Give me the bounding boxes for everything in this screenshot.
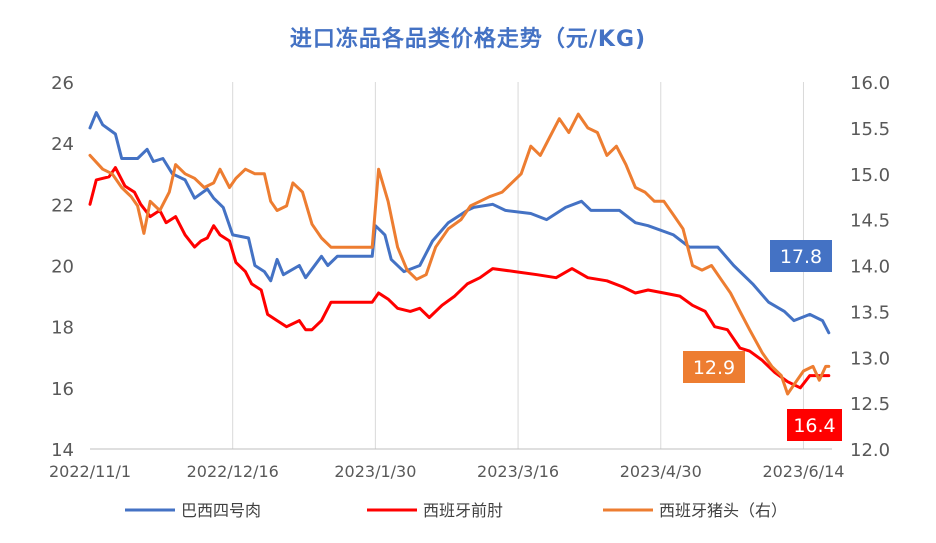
legend-label: 西班牙前肘 <box>423 501 503 520</box>
callout-box <box>683 351 745 383</box>
y-left-tick-label: 14 <box>51 440 74 461</box>
series-line-2 <box>88 112 831 396</box>
y-left-tick-label: 18 <box>51 318 74 339</box>
y-right-tick-label: 12.0 <box>850 440 890 461</box>
legend-item: 西班牙前肘 <box>367 501 503 520</box>
legend: 巴西四号肉 西班牙前肘 西班牙猪头（右） <box>125 501 787 520</box>
legend-item: 西班牙猪头（右） <box>603 501 787 520</box>
series-line-1 <box>88 166 831 390</box>
callout-value: 12.9 <box>693 357 735 379</box>
y-left-tick-label: 26 <box>51 73 74 94</box>
value-callouts: 17.8 12.9 16.4 <box>683 240 842 441</box>
y-right-tick-label: 15.0 <box>850 165 890 186</box>
callout-value: 17.8 <box>780 246 822 268</box>
x-tick-label: 2023/6/14 <box>762 462 844 481</box>
y-right-tick-label: 14.5 <box>850 211 890 232</box>
legend-label: 巴西四号肉 <box>181 501 261 520</box>
y-left-tick-label: 22 <box>51 195 74 216</box>
axes: 2022/11/1 2022/12/16 2023/1/30 2023/3/16 202… <box>49 73 890 481</box>
y-left-tick-label: 20 <box>51 257 74 278</box>
callout-box <box>770 240 832 272</box>
legend-item: 巴西四号肉 <box>125 501 261 520</box>
y-left-tick-label: 16 <box>51 379 74 400</box>
y-left-tick-label: 24 <box>51 134 74 155</box>
grid-lines <box>232 82 804 449</box>
x-tick-label: 2023/4/30 <box>620 462 702 481</box>
x-tick-label: 2022/11/1 <box>49 462 131 481</box>
legend-label: 西班牙猪头（右） <box>659 501 787 520</box>
y-right-tick-label: 15.5 <box>850 119 890 140</box>
x-tick-label: 2023/3/16 <box>477 462 559 481</box>
x-tick-label: 2023/1/30 <box>334 462 416 481</box>
series-lines <box>88 111 831 396</box>
y-right-tick-label: 13.5 <box>850 302 890 323</box>
value-callout: 16.4 <box>787 409 842 441</box>
y-right-tick-label: 16.0 <box>850 73 890 94</box>
y-right-tick-label: 14.0 <box>850 257 890 278</box>
x-tick-label: 2022/12/16 <box>187 462 279 481</box>
series-line-0 <box>88 111 831 335</box>
callout-value: 16.4 <box>793 415 835 437</box>
value-callout: 12.9 <box>683 351 745 383</box>
chart-title: 进口冻品各品类价格走势（元/KG) <box>290 26 646 52</box>
callout-box <box>787 409 842 441</box>
y-right-tick-label: 12.5 <box>850 394 890 415</box>
y-right-tick-label: 13.0 <box>850 348 890 369</box>
value-callout: 17.8 <box>770 240 832 272</box>
